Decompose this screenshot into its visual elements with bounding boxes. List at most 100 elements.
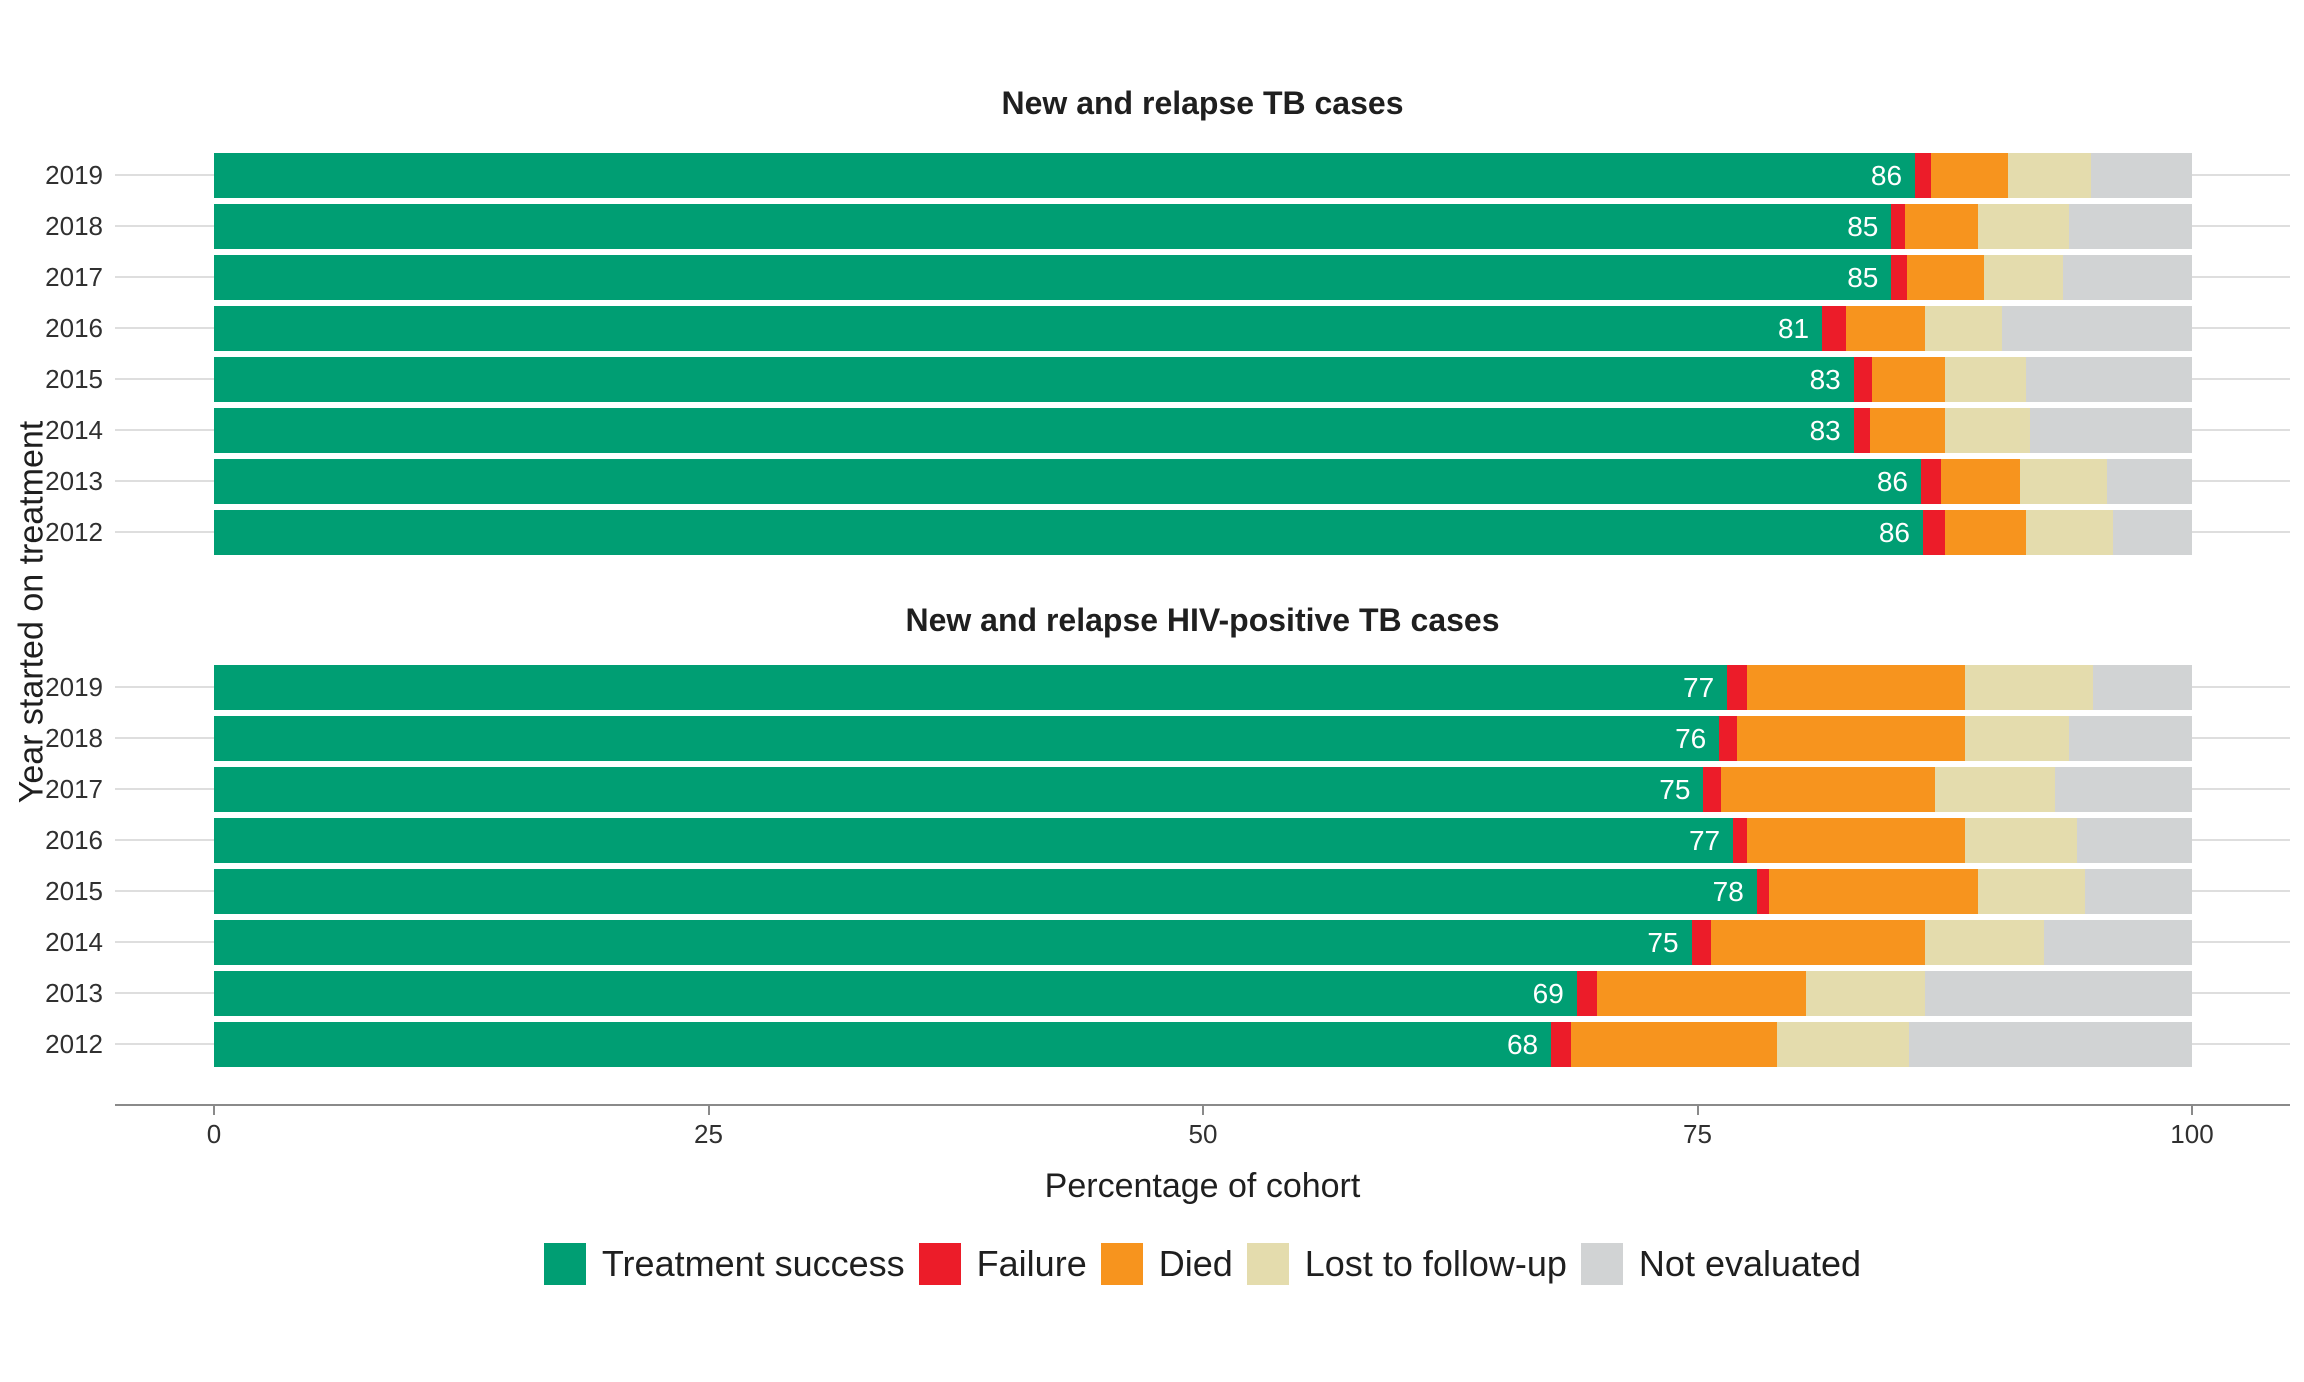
bar-segment-not-evaluated	[1909, 1022, 2192, 1067]
legend-label: Failure	[976, 1243, 1087, 1284]
bar-segment-not-evaluated	[2043, 920, 2192, 965]
legend-item-died: Died	[1100, 1243, 1233, 1285]
bar-segment-died	[1746, 665, 1965, 710]
bar-segment-died	[1930, 153, 2009, 198]
bar-segment-failure	[1891, 255, 1908, 300]
bar-value-label: 86	[1878, 516, 1910, 548]
bar-segment-died	[1768, 869, 1979, 914]
y-axis-label: 2014	[45, 927, 103, 957]
bar-segment-lost-to-follow-up	[1964, 818, 2078, 863]
bar-segment-lost-to-follow-up	[1964, 716, 2070, 761]
bar-segment-not-evaluated	[2055, 767, 2192, 812]
y-axis-label: 2014	[45, 415, 103, 445]
bar-segment-treatment-success: 83	[214, 357, 1854, 402]
legend-label: Died	[1158, 1243, 1233, 1284]
bar-segment-failure	[1756, 869, 1769, 914]
stacked-bar: 69	[214, 971, 2192, 1016]
bar-segment-lost-to-follow-up	[2025, 510, 2113, 555]
bar-value-label: 68	[1506, 1028, 1539, 1060]
bar-segment-treatment-success: 86	[214, 459, 1921, 504]
stacked-bar: 76	[214, 716, 2192, 761]
bar-segment-failure	[1891, 204, 1906, 249]
bar-value-label: 85	[1847, 210, 1879, 242]
bar-value-label: 85	[1847, 261, 1879, 293]
bar-value-label: 77	[1688, 824, 1721, 856]
bar-segment-died	[1944, 510, 2026, 555]
legend-label: Lost to follow-up	[1304, 1243, 1567, 1284]
legend-item-treatment-success: Treatment success	[543, 1243, 905, 1285]
bar-segment-failure	[1822, 306, 1846, 351]
y-axis-label: 2015	[45, 364, 103, 394]
bar-value-label: 83	[1809, 414, 1841, 446]
bar-segment-lost-to-follow-up	[2008, 153, 2092, 198]
legend-swatch-died	[1100, 1243, 1143, 1285]
y-axis-label: 2019	[45, 160, 103, 190]
bar-segment-lost-to-follow-up	[1978, 869, 2086, 914]
bar-segment-lost-to-follow-up	[1944, 357, 2026, 402]
bar-segment-treatment-success: 77	[214, 818, 1734, 863]
legend-label: Treatment success	[601, 1243, 905, 1284]
stacked-bar: 78	[214, 869, 2192, 914]
bar-value-label: 76	[1675, 722, 1707, 754]
stacked-bar: 85	[214, 204, 2192, 249]
bar-segment-not-evaluated	[2069, 716, 2192, 761]
bar-segment-died	[1871, 357, 1945, 402]
legend-item-lost-to-follow-up: Lost to follow-up	[1246, 1243, 1567, 1285]
legend-swatch-failure	[918, 1243, 961, 1285]
bar-segment-died	[1737, 716, 1965, 761]
bar-segment-failure	[1703, 767, 1722, 812]
bar-segment-treatment-success: 83	[214, 408, 1854, 453]
bar-segment-died	[1905, 204, 1979, 249]
y-axis-label: 2016	[45, 313, 103, 343]
legend: Treatment success Failure Died Lost to foll…	[115, 1243, 2290, 1285]
bar-segment-died	[1721, 767, 1935, 812]
bar-segment-died	[1711, 920, 1925, 965]
y-axis-label: 2017	[45, 774, 103, 804]
bar-segment-treatment-success: 86	[214, 153, 1916, 198]
x-axis-line	[115, 1104, 2290, 1106]
stacked-bar: 75	[214, 920, 2192, 965]
bar-segment-failure	[1921, 459, 1941, 504]
bar-segment-lost-to-follow-up	[1776, 1022, 1910, 1067]
x-tick-label: 100	[2170, 1119, 2214, 1149]
bar-segment-died	[1596, 971, 1807, 1016]
bar-segment-treatment-success: 75	[214, 767, 1704, 812]
bar-segment-treatment-success: 86	[214, 510, 1923, 555]
stacked-bar: 86	[214, 153, 2192, 198]
x-axis-title: Percentage of cohort	[1044, 1167, 1361, 1205]
bar-segment-lost-to-follow-up	[1964, 665, 2094, 710]
bar-segment-lost-to-follow-up	[1944, 408, 2030, 453]
bar-segment-failure	[1853, 408, 1870, 453]
legend-item-not-evaluated: Not evaluated	[1580, 1243, 1861, 1285]
stacked-bar: 68	[214, 1022, 2192, 1067]
bar-segment-failure	[1733, 818, 1747, 863]
y-axis-label: 2016	[45, 825, 103, 855]
bar-segment-not-evaluated	[2093, 665, 2192, 710]
bar-segment-failure	[1719, 716, 1738, 761]
stacked-bar: 86	[214, 459, 2192, 504]
x-tick-label: 0	[206, 1119, 222, 1149]
bar-segment-treatment-success: 78	[214, 869, 1757, 914]
bar-segment-failure	[1922, 510, 1945, 555]
y-axis-label: 2013	[45, 466, 103, 496]
bar-value-label: 81	[1777, 312, 1810, 344]
bar-segment-lost-to-follow-up	[1978, 204, 2070, 249]
x-tick-label: 50	[1188, 1119, 1218, 1149]
chart-panel: 2019 77 2018 76 2017 75 2016 77 2015 78 2014 75 2013…	[45, 665, 2290, 1067]
bar-value-label: 86	[1870, 159, 1903, 191]
y-axis-label: 2012	[45, 1029, 103, 1059]
stacked-bar: 83	[214, 357, 2192, 402]
bar-value-label: 75	[1659, 773, 1691, 805]
stacked-bar: 77	[214, 818, 2192, 863]
x-tick-mark	[1202, 1106, 1204, 1115]
bar-value-label: 75	[1647, 926, 1679, 958]
y-axis-label: 2017	[45, 262, 103, 292]
bar-value-label: 77	[1683, 671, 1715, 703]
bar-segment-treatment-success: 75	[214, 920, 1692, 965]
chart-panel: 2019 86 2018 85 2017 85 2016 81 2015 83 2014 83 2013…	[45, 153, 2290, 555]
y-axis-label: 2012	[45, 517, 103, 547]
x-tick-mark	[2191, 1106, 2193, 1115]
bar-segment-died	[1907, 255, 1985, 300]
bar-segment-not-evaluated	[2112, 510, 2192, 555]
